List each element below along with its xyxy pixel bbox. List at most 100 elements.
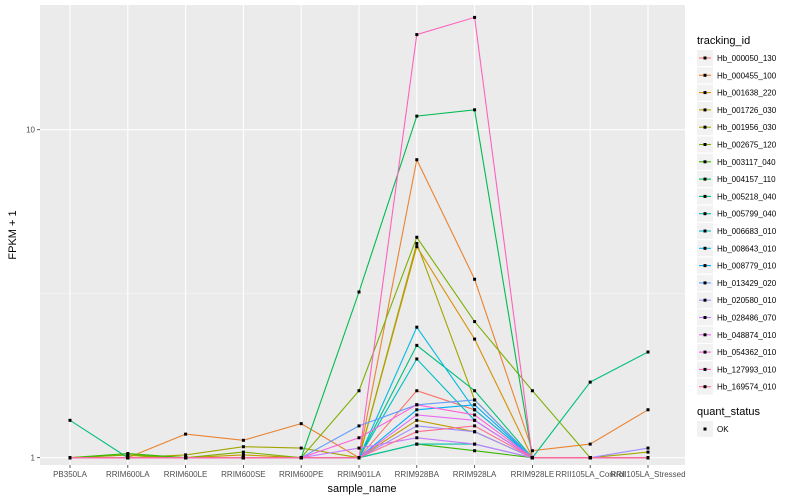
legend-label: Hb_169574_010 xyxy=(717,383,777,392)
data-point xyxy=(473,430,477,434)
legend-label: Hb_004157_110 xyxy=(717,175,776,184)
data-point xyxy=(126,451,130,455)
legend-point xyxy=(703,350,707,354)
x-tick-label: PB350LA xyxy=(53,470,87,479)
grid-lines xyxy=(40,5,685,465)
legend-point xyxy=(703,143,707,146)
data-point xyxy=(68,456,72,460)
legend-label: Hb_013429_020 xyxy=(717,279,777,288)
data-point xyxy=(473,337,477,341)
legend-label: Hb_000050_130 xyxy=(717,54,777,63)
x-axis-title: sample_name xyxy=(327,483,396,495)
x-tick-label: RRII105LA_Control xyxy=(556,470,626,479)
legend-label: Hb_008779_010 xyxy=(717,262,777,271)
data-point xyxy=(473,408,477,412)
data-point xyxy=(646,350,650,354)
data-point xyxy=(473,389,477,393)
legend-point xyxy=(703,367,707,371)
data-point xyxy=(588,442,592,446)
point-legend-title: quant_status xyxy=(697,406,760,418)
y-axis-title: FPKM + 1 xyxy=(7,210,19,259)
data-point xyxy=(299,446,303,450)
data-point xyxy=(473,277,477,281)
data-point xyxy=(415,357,419,361)
data-point xyxy=(184,453,188,457)
legend-point xyxy=(703,91,707,95)
data-point xyxy=(473,320,477,324)
legend-point xyxy=(703,56,707,60)
legend-point xyxy=(703,316,707,319)
data-points xyxy=(68,15,650,460)
data-point xyxy=(473,398,477,402)
legend-point xyxy=(703,229,707,233)
point-legend-label: OK xyxy=(717,425,729,434)
legend-label: Hb_000455_100 xyxy=(717,71,777,80)
legend-label: Hb_005218_040 xyxy=(717,192,777,201)
data-point xyxy=(126,456,130,460)
data-point xyxy=(241,456,245,460)
data-point xyxy=(646,408,650,412)
data-point xyxy=(473,403,477,407)
legend-point xyxy=(703,212,707,216)
data-point xyxy=(415,235,419,239)
data-point xyxy=(415,403,419,407)
legend-point xyxy=(703,281,707,285)
data-point xyxy=(184,432,188,436)
data-point xyxy=(473,15,477,19)
data-point xyxy=(415,442,419,446)
data-point xyxy=(415,389,419,393)
data-point xyxy=(415,418,419,422)
data-point xyxy=(530,456,534,460)
legend-point xyxy=(703,177,707,181)
x-tick-label: RRIM600PE xyxy=(279,470,323,479)
data-point xyxy=(357,456,361,460)
legend-point xyxy=(703,108,707,112)
y-tick-label: 10 xyxy=(26,126,35,135)
legend-label: Hb_008643_010 xyxy=(717,244,777,253)
legend-point xyxy=(703,194,707,198)
legend-point xyxy=(703,246,707,250)
x-tick-label: RRIM901LA xyxy=(337,470,381,479)
data-point xyxy=(415,343,419,347)
legend-point xyxy=(703,73,707,77)
data-point xyxy=(646,446,650,450)
legend-label: Hb_001726_030 xyxy=(717,106,777,115)
data-point xyxy=(415,114,419,118)
legend-label: Hb_001956_030 xyxy=(717,123,777,132)
x-tick-label: RRIM600LE xyxy=(164,470,208,479)
data-point xyxy=(415,413,419,417)
data-point xyxy=(415,241,419,245)
data-point xyxy=(299,456,303,460)
legend-label: Hb_048874_010 xyxy=(717,331,777,340)
x-tick-label: RRIM600LA xyxy=(106,470,150,479)
data-point xyxy=(184,456,188,460)
legend-label: Hb_028486_070 xyxy=(717,314,777,323)
legend-label: Hb_020580_010 xyxy=(717,296,777,305)
data-point xyxy=(473,418,477,422)
legend-point xyxy=(703,385,707,389)
data-point xyxy=(241,453,245,457)
data-point xyxy=(241,445,245,449)
data-point xyxy=(357,436,361,440)
data-point xyxy=(357,446,361,450)
legend-label: Hb_054362_010 xyxy=(717,348,777,357)
data-point xyxy=(241,450,245,454)
data-point xyxy=(241,438,245,442)
legend-items: Hb_000050_130 Hb_000455_100 Hb_001638_220 H… xyxy=(697,50,777,395)
data-point xyxy=(415,245,419,249)
data-point xyxy=(299,422,303,426)
x-tick-label: RRII105LA_Stressed xyxy=(610,470,685,479)
data-point xyxy=(473,108,477,112)
data-point xyxy=(415,158,419,162)
legend-point xyxy=(703,333,707,337)
point-legend-marker xyxy=(703,427,707,431)
legend-label: Hb_006683_010 xyxy=(717,227,777,236)
data-point xyxy=(473,413,477,417)
legend-label: Hb_127993_010 xyxy=(717,365,777,374)
legend: tracking_id Hb_000050_130Hb_000455_100Hb… xyxy=(697,35,777,437)
x-tick-label: RRIM928BA xyxy=(395,470,440,479)
data-point xyxy=(415,436,419,440)
data-point xyxy=(588,380,592,384)
axes: 1 10 PB350LA RRIM600LA RRIM600LE RRIM600SE RRI… xyxy=(26,126,685,479)
